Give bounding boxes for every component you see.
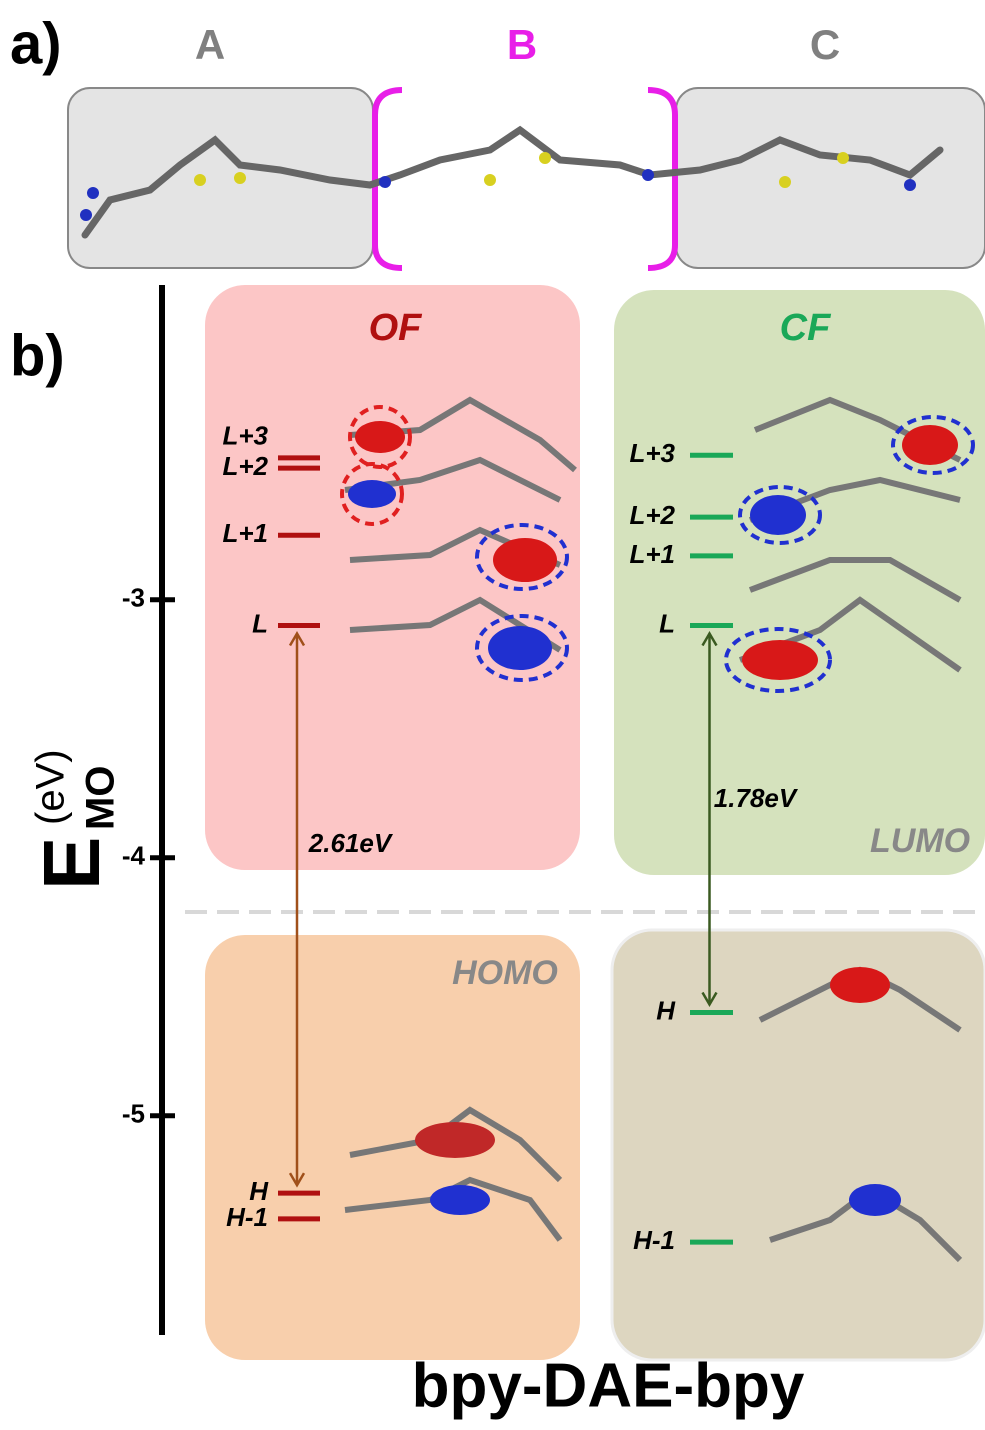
gap-label: 2.61eV — [308, 828, 394, 858]
level-label: L+1 — [629, 539, 675, 569]
highlight-circles — [340, 405, 975, 693]
y-label-sub: MO — [79, 766, 123, 830]
y-axis-label: E MO (eV) — [27, 749, 122, 890]
part-label: B — [507, 21, 537, 68]
nitrogen-atoms — [80, 169, 916, 221]
region-box — [610, 928, 985, 1362]
y-label-unit: (eV) — [29, 749, 73, 825]
y-label: E — [27, 837, 116, 890]
arrow-head — [701, 631, 718, 647]
y-tick-label: -3 — [122, 583, 145, 613]
chart-title: bpy-DAE-bpy — [412, 1351, 805, 1420]
region-box — [614, 290, 985, 875]
part-label: C — [810, 21, 840, 68]
region-box — [205, 285, 580, 870]
y-tick-label: -4 — [122, 841, 146, 871]
bracket — [647, 87, 678, 271]
region-label: HOMO — [452, 954, 558, 992]
gap-label: 1.78eV — [714, 783, 799, 813]
part-label: A — [195, 21, 225, 68]
sulfur-atoms — [194, 152, 849, 188]
arrow-head — [288, 631, 306, 647]
level-label: L+3 — [629, 438, 675, 468]
level-label: H — [249, 1176, 269, 1206]
region-label: LUMO — [870, 822, 970, 860]
molecule — [81, 125, 944, 239]
level-label: L+1 — [222, 518, 268, 548]
level-label: L — [252, 608, 268, 638]
panel-label: b) — [10, 323, 65, 388]
level-label: H-1 — [226, 1202, 268, 1232]
level-label: H — [656, 995, 676, 1025]
level-label: H-1 — [633, 1225, 675, 1255]
part-box — [675, 87, 985, 269]
level-label: L — [659, 608, 675, 638]
series-name: OF — [369, 307, 424, 349]
arrow-head — [701, 991, 718, 1008]
orbital-lobes — [348, 421, 958, 1216]
y-tick-label: -5 — [122, 1099, 145, 1129]
panel-label: a) — [10, 11, 62, 76]
level-label: L+2 — [629, 500, 675, 530]
level-label: L+2 — [222, 451, 268, 481]
series-name: CF — [780, 307, 832, 349]
arrow-head — [288, 1172, 306, 1188]
level-label: L+3 — [222, 421, 268, 451]
